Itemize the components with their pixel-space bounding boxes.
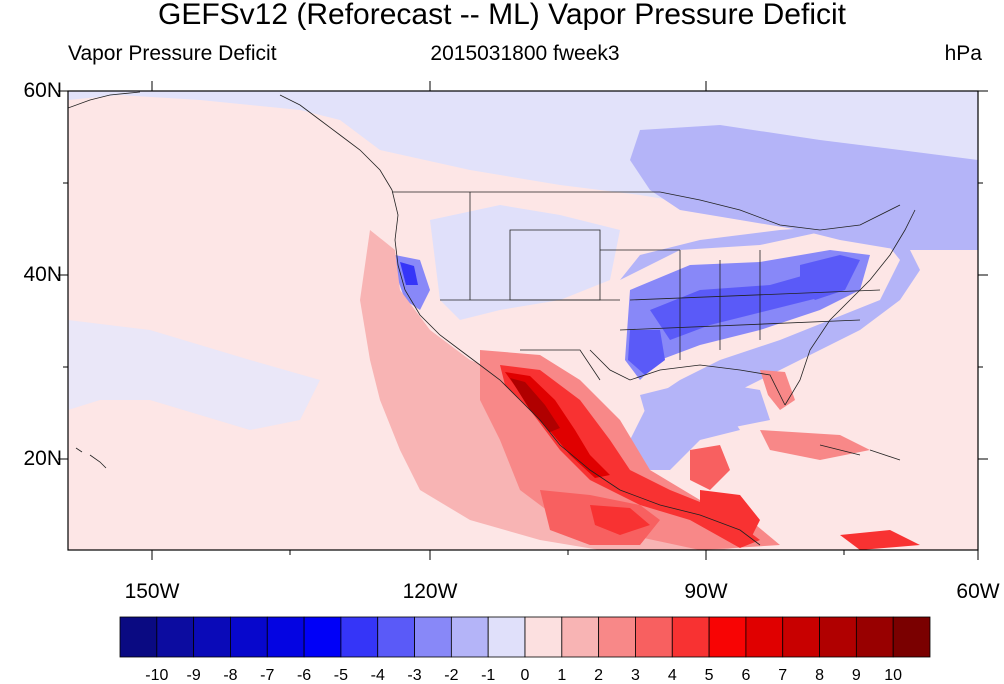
colorbar-swatch xyxy=(230,616,268,658)
colorbar-label: -10 xyxy=(145,667,168,684)
colorbar-label: 5 xyxy=(705,667,714,684)
colorbar-label: -7 xyxy=(260,667,274,684)
colorbar-label: 9 xyxy=(852,667,861,684)
colorbar-label: 7 xyxy=(778,667,787,684)
vpd-field xyxy=(68,91,978,550)
colorbar-swatch xyxy=(561,616,600,658)
colorbar-swatch xyxy=(303,616,342,658)
colorbar-label: -1 xyxy=(481,667,495,684)
date-label: 2015031800 fweek3 xyxy=(430,42,620,65)
colorbar-swatch xyxy=(745,616,784,658)
colorbar-swatch xyxy=(414,616,452,658)
colorbar-swatch xyxy=(708,616,747,658)
coastlines xyxy=(68,91,916,546)
y-tick-60n: 60N xyxy=(23,79,62,102)
x-tick-60w: 60W xyxy=(956,580,1000,603)
colorbar-swatch xyxy=(855,616,894,658)
colorbar-swatch xyxy=(450,616,489,658)
colorbar-label: -2 xyxy=(444,667,458,684)
colorbar-label: 1 xyxy=(557,667,566,684)
colorbar-swatch xyxy=(193,616,231,658)
colorbar-label: -6 xyxy=(297,667,311,684)
colorbar-swatch xyxy=(524,616,563,658)
map-frame xyxy=(67,90,979,551)
colorbar-swatch xyxy=(892,616,931,658)
colorbar-label: 4 xyxy=(668,667,677,684)
colorbar: -10 -9 -8 -7 -6 -5 -4 -3 -2 -1 0 1 2 3 4 5 6 7 8 9 10 xyxy=(119,616,931,684)
colorbar-label: -9 xyxy=(187,667,201,684)
y-tick-40n: 40N xyxy=(23,263,62,286)
units-label: hPa xyxy=(944,42,982,65)
colorbar-label: 6 xyxy=(741,667,750,684)
colorbar-swatch xyxy=(340,616,379,658)
colorbar-label: 8 xyxy=(815,667,824,684)
colorbar-swatch xyxy=(377,616,415,658)
colorbar-swatch xyxy=(598,616,636,658)
colorbar-swatch xyxy=(156,616,195,658)
colorbar-label: -5 xyxy=(334,667,348,684)
colorbar-label: 2 xyxy=(594,667,603,684)
x-tick-150w: 150W xyxy=(124,580,180,603)
colorbar-label: 10 xyxy=(884,667,902,684)
map-title: GEFSv12 (Reforecast -- ML) Vapor Pressur… xyxy=(158,0,846,31)
colorbar-swatch xyxy=(671,616,710,658)
colorbar-swatch xyxy=(119,616,158,658)
colorbar-swatch xyxy=(266,616,305,658)
colorbar-swatch xyxy=(635,616,673,658)
colorbar-label: 3 xyxy=(631,667,640,684)
colorbar-swatch xyxy=(782,616,820,658)
x-tick-120w: 120W xyxy=(402,580,458,603)
colorbar-swatch xyxy=(487,616,526,658)
colorbar-label: -3 xyxy=(407,667,421,684)
axis-ticks xyxy=(58,81,988,560)
colorbar-label: 0 xyxy=(521,667,530,684)
colorbar-label: -8 xyxy=(223,667,237,684)
y-tick-20n: 20N xyxy=(23,447,62,470)
x-tick-90w: 90W xyxy=(684,580,728,603)
colorbar-label: -4 xyxy=(371,667,385,684)
colorbar-swatch xyxy=(819,616,857,658)
variable-label: Vapor Pressure Deficit xyxy=(68,42,277,65)
